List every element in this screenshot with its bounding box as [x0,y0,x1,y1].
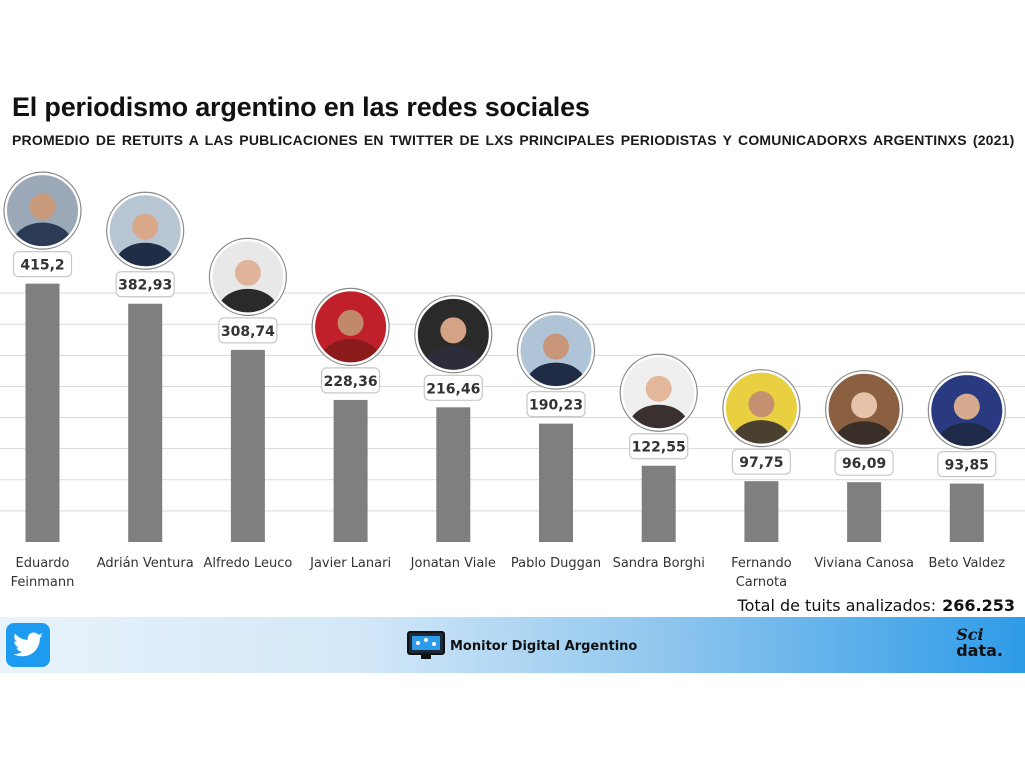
value-label-text: 415,2 [20,258,64,274]
category-label: Jonatan Viale [410,556,496,571]
value-label-box [526,391,586,418]
scidata-data: data. [956,641,1003,660]
bar [949,483,984,542]
bar [333,399,368,542]
value-label-text: 190,23 [529,398,583,414]
category-label: Sandra Borghi [613,556,705,571]
value-label-text: 216,46 [426,381,480,397]
avatar-icon [722,369,801,448]
value-label-text: 382,93 [118,278,172,294]
footer-banner: Monitor Digital Argentino Sci data. [0,617,1025,673]
value-label-text: 97,75 [739,455,783,471]
bar [744,481,779,542]
total-tweets: Total de tuits analizados: 266.253 [738,596,1015,615]
value-labels: 415,2 382,93 308,74 228,36 216,46 190,23 122,5… [12,251,997,478]
category-label: Alfredo Leuco [203,556,292,571]
bar [230,349,265,542]
value-label-box [321,367,381,394]
avatar-icon [3,171,82,250]
bar [641,465,676,542]
value-label-text: 228,36 [324,374,378,390]
value-label-text: 96,09 [842,456,886,472]
value-label: 93,85 [937,451,997,478]
value-label-text: 308,74 [221,324,275,340]
bar-chart: 415,2 382,93 308,74 228,36 216,46 190,23 122,5… [0,171,1025,590]
avatar-icon [311,287,390,367]
bars [25,283,984,542]
twitter-bird-icon [6,623,50,667]
avatar-icon [208,237,287,316]
category-labels: Eduardo Feinmann Adrián Ventura Alfredo Leu… [11,556,1006,590]
bar [25,283,60,542]
value-label-box [731,448,792,475]
avatar-icon [106,191,185,270]
value-label-box [629,433,689,460]
category-label: Beto Valdez [928,556,1005,571]
scidata-logo: Sci data. [956,627,1003,659]
avatar-icon [927,371,1006,450]
avatar-icon [619,353,698,432]
bar [128,303,163,542]
bar [847,482,882,542]
value-label-box [115,271,175,298]
value-label-text: 122,55 [632,440,686,456]
value-label: 415,2 [12,251,73,278]
avatar-icon [414,295,493,374]
value-label: 97,75 [731,448,792,475]
value-label-box [423,374,483,401]
monitor-digital-logo: Monitor Digital Argentino [406,630,637,662]
value-label: 382,93 [115,271,175,298]
category-label: Carnota [736,575,787,590]
category-label: Adrián Ventura [97,556,194,571]
value-label-box [937,451,997,478]
category-label: Viviana Canosa [814,556,914,571]
value-label: 308,74 [218,317,278,344]
scidata-sci: Sci [956,625,984,644]
value-label-box [12,251,73,278]
value-label-box [218,317,278,344]
brand-label: Monitor Digital Argentino [450,638,638,654]
total-value: 266.253 [942,596,1015,615]
value-label: 216,46 [423,374,483,401]
total-label: Total de tuits analizados: [737,596,937,615]
category-label: Feinmann [11,575,75,590]
value-label: 96,09 [834,449,894,476]
value-label-text: 93,85 [945,458,989,474]
value-label-box [834,449,894,476]
category-label: Pablo Duggan [511,556,601,571]
avatar-icon [824,370,904,449]
value-label: 190,23 [526,391,586,418]
category-label: Fernando [731,556,792,571]
value-label: 228,36 [321,367,381,394]
gridlines [0,292,1025,512]
value-label: 122,55 [629,433,689,460]
chart-subtitle: PROMEDIO DE RETUITS A LAS PUBLICACIONES … [12,132,1015,148]
chart-title: El periodismo argentino en las redes soc… [12,92,590,122]
avatars [3,171,1006,450]
bar [436,407,471,542]
category-label: Eduardo [16,556,70,571]
category-label: Javier Lanari [309,556,391,571]
bar [539,423,573,542]
avatar-icon [516,311,596,390]
monitor-icon [407,631,445,659]
